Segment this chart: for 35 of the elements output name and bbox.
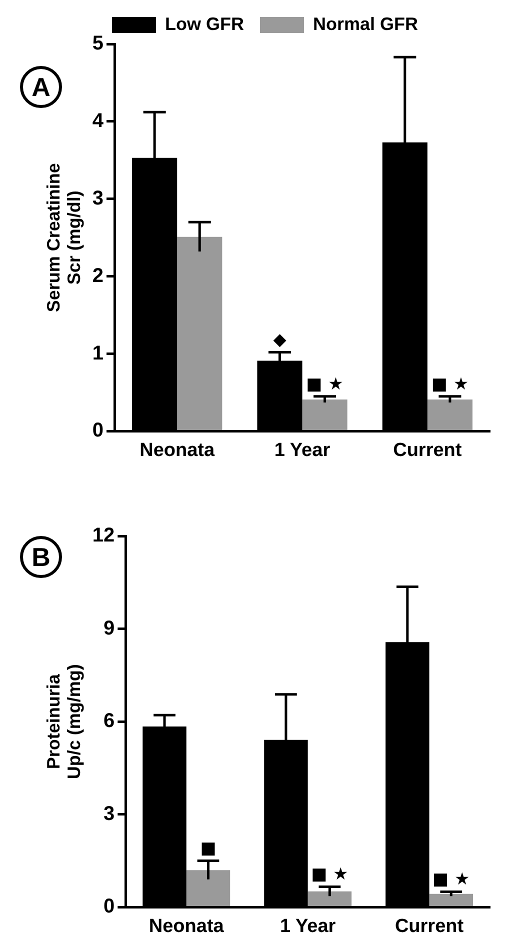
y-tick-label: 9 xyxy=(104,617,115,640)
annotation: ■ xyxy=(200,838,216,859)
annotation: ■ ★ xyxy=(311,864,348,885)
text: A xyxy=(20,66,62,108)
y-tick-label: 2 xyxy=(92,264,104,287)
x-tick-label: Neonata xyxy=(148,916,224,937)
y-tick-label: 0 xyxy=(104,896,115,918)
bar xyxy=(186,870,230,906)
bar xyxy=(308,891,352,906)
bar xyxy=(177,236,222,430)
bar xyxy=(427,399,472,430)
y-tick-label: 3 xyxy=(104,802,115,825)
chart-title: B xyxy=(20,536,62,578)
annotation: ◆ xyxy=(273,330,288,350)
x-tick-label: Current xyxy=(393,440,462,461)
y-axis-title: Serum Creatinine Scr (mg/dl) xyxy=(43,163,84,312)
y-tick-label: 12 xyxy=(92,524,115,547)
bar xyxy=(302,399,348,430)
y-tick-label: 4 xyxy=(92,110,104,132)
x-tick-label: Neonata xyxy=(140,440,216,461)
bar xyxy=(429,894,473,906)
y-tick-label: 6 xyxy=(104,710,115,732)
x-tick-label: 1 Year xyxy=(274,440,331,461)
x-tick-label: Current xyxy=(394,916,464,937)
legend-label: Normal GFR xyxy=(312,14,418,34)
y-tick-label: 0 xyxy=(92,420,104,442)
annotation: ■ ★ xyxy=(306,374,344,394)
y-axis-title: Proteinuria Up/c (mg/mg) xyxy=(43,664,84,780)
x-tick-label: 1 Year xyxy=(280,916,336,937)
annotation: ■ ★ xyxy=(431,374,469,394)
y-tick-label: 5 xyxy=(92,32,104,55)
y-tick-label: 3 xyxy=(92,187,104,210)
annotation: ■ ★ xyxy=(432,870,470,890)
legend-label: Low GFR xyxy=(165,14,244,34)
y-tick-label: 1 xyxy=(92,342,104,364)
